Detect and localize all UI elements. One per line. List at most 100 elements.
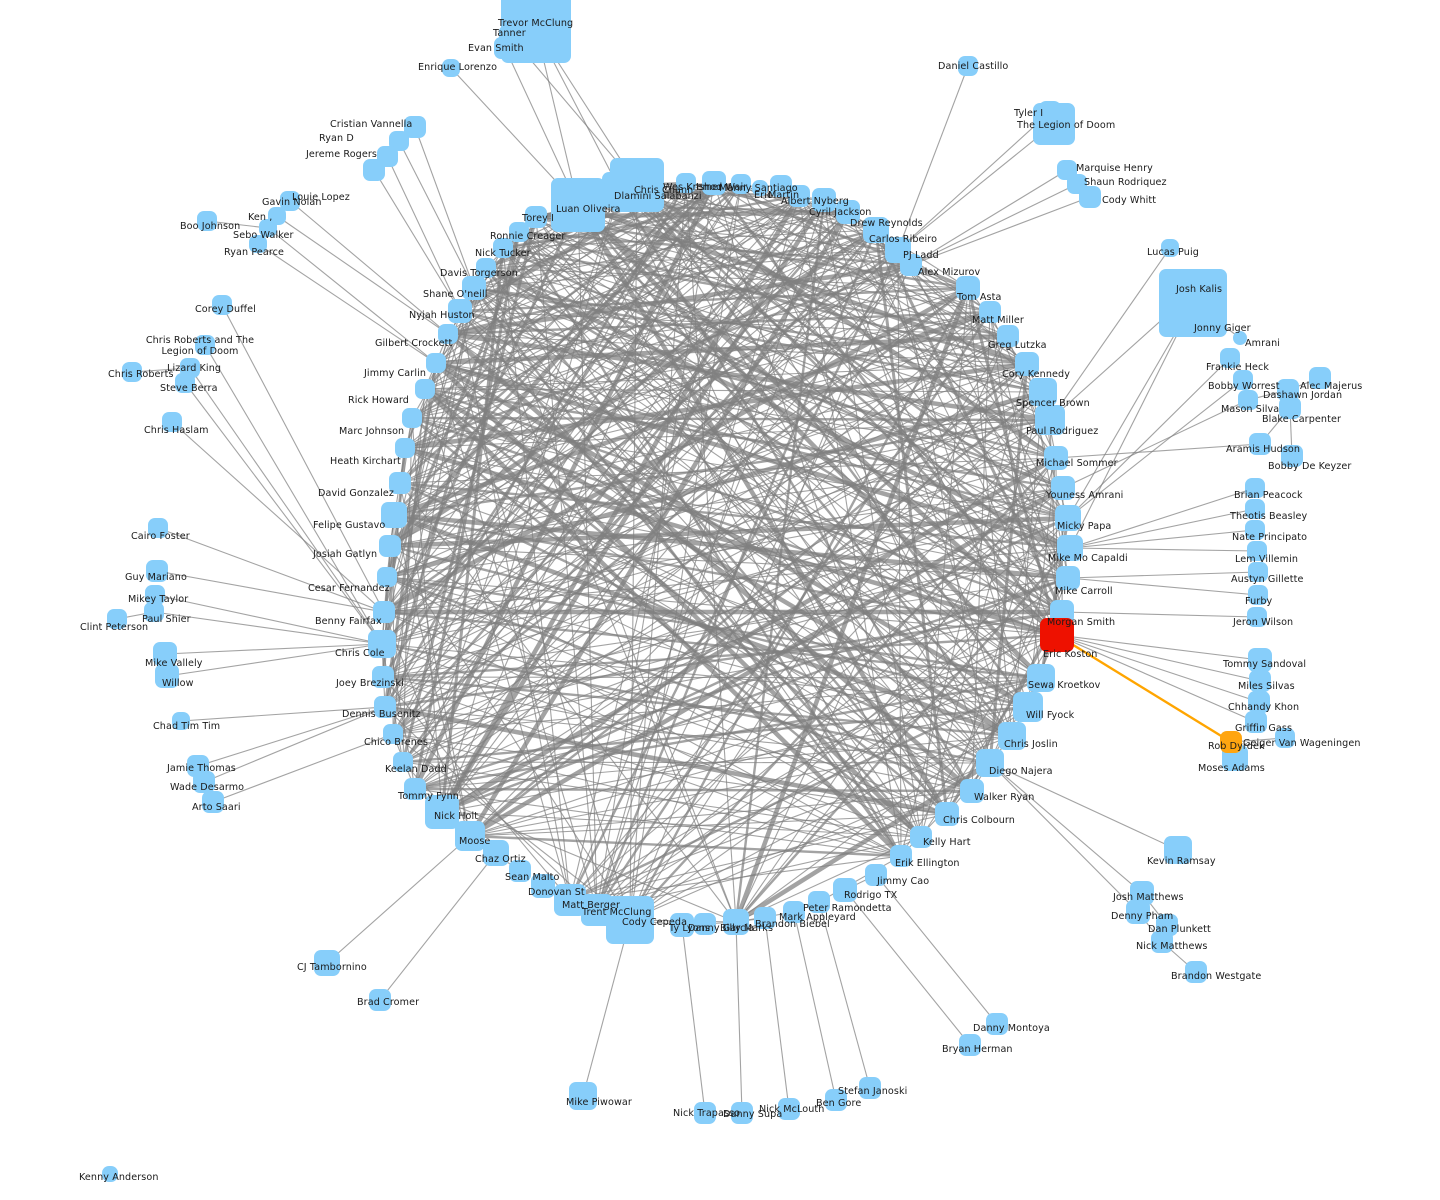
graph-node[interactable] (752, 180, 768, 196)
graph-node[interactable] (1029, 378, 1057, 406)
graph-node[interactable] (602, 172, 638, 208)
graph-node[interactable] (374, 696, 396, 718)
graph-node[interactable] (956, 276, 980, 300)
graph-node[interactable] (193, 771, 215, 793)
graph-node[interactable] (1035, 405, 1065, 435)
graph-node[interactable] (1277, 379, 1299, 401)
graph-node[interactable] (812, 188, 836, 212)
graph-node[interactable] (1027, 664, 1055, 692)
graph-node[interactable] (1040, 618, 1074, 652)
graph-node[interactable] (670, 913, 694, 937)
graph-node[interactable] (1248, 585, 1268, 605)
graph-node[interactable] (1057, 535, 1083, 561)
graph-node[interactable] (314, 950, 340, 976)
graph-node[interactable] (694, 913, 716, 935)
graph-node[interactable] (369, 989, 391, 1011)
graph-node[interactable] (455, 821, 485, 851)
graph-node[interactable] (1185, 961, 1207, 983)
graph-node[interactable] (426, 353, 446, 373)
graph-node[interactable] (1056, 566, 1080, 590)
graph-node[interactable] (197, 211, 217, 231)
graph-node[interactable] (788, 185, 810, 207)
graph-node[interactable] (373, 601, 395, 623)
graph-node[interactable] (381, 502, 407, 528)
graph-node[interactable] (833, 878, 857, 902)
graph-node[interactable] (825, 1089, 847, 1111)
graph-node[interactable] (153, 642, 177, 666)
graph-node[interactable] (1126, 900, 1150, 924)
graph-node[interactable] (1245, 499, 1265, 519)
graph-node[interactable] (1156, 914, 1178, 936)
graph-node[interactable] (145, 585, 165, 605)
graph-node[interactable] (1051, 476, 1075, 500)
graph-node[interactable] (986, 1013, 1008, 1035)
graph-node[interactable] (1248, 562, 1268, 582)
graph-node[interactable] (404, 116, 426, 138)
graph-node[interactable] (402, 408, 422, 428)
graph-node[interactable] (1245, 520, 1265, 540)
graph-node[interactable] (162, 412, 182, 432)
graph-node[interactable] (1015, 352, 1039, 376)
graph-node[interactable] (404, 778, 426, 800)
graph-node[interactable] (554, 884, 586, 916)
graph-node[interactable] (363, 159, 385, 181)
graph-node[interactable] (1249, 670, 1271, 692)
graph-node[interactable] (102, 1166, 118, 1182)
graph-node[interactable] (172, 712, 190, 730)
graph-node[interactable] (979, 301, 1001, 323)
graph-node[interactable] (1309, 367, 1331, 389)
graph-node[interactable] (731, 1102, 753, 1124)
graph-node[interactable] (1233, 370, 1253, 390)
graph-node[interactable] (122, 362, 142, 382)
graph-node[interactable] (1249, 433, 1271, 455)
graph-node[interactable] (259, 219, 277, 237)
graph-node[interactable] (1279, 397, 1301, 419)
graph-node[interactable] (1159, 269, 1227, 337)
graph-node[interactable] (148, 518, 168, 538)
graph-node[interactable] (1013, 692, 1043, 722)
graph-node[interactable] (368, 630, 396, 658)
graph-node[interactable] (754, 907, 776, 929)
graph-node[interactable] (1164, 836, 1192, 864)
graph-node[interactable] (249, 235, 267, 253)
graph-node[interactable] (865, 864, 887, 886)
graph-node[interactable] (442, 59, 460, 77)
graph-node[interactable] (836, 200, 860, 224)
graph-node[interactable] (1275, 728, 1295, 748)
graph-node[interactable] (551, 178, 605, 232)
graph-node[interactable] (1238, 390, 1258, 410)
graph-node[interactable] (863, 217, 889, 243)
graph-node[interactable] (808, 891, 830, 913)
graph-node[interactable] (509, 222, 529, 242)
graph-node[interactable] (976, 749, 1004, 777)
graph-node[interactable] (958, 56, 978, 76)
graph-node[interactable] (1281, 445, 1303, 467)
graph-node[interactable] (960, 779, 984, 803)
graph-node[interactable] (425, 795, 459, 829)
graph-node[interactable] (606, 896, 654, 944)
graph-node[interactable] (569, 1082, 597, 1110)
graph-node[interactable] (212, 295, 232, 315)
graph-node[interactable] (377, 567, 397, 587)
graph-node[interactable] (493, 238, 513, 258)
graph-node[interactable] (1245, 478, 1265, 498)
graph-node[interactable] (462, 276, 486, 300)
graph-node[interactable] (476, 258, 496, 278)
graph-node[interactable] (783, 901, 805, 923)
graph-node[interactable] (389, 472, 411, 494)
graph-node[interactable] (448, 299, 472, 323)
graph-node[interactable] (1220, 348, 1240, 368)
graph-node[interactable] (1055, 505, 1081, 531)
graph-node[interactable] (372, 666, 394, 688)
graph-node[interactable] (1161, 239, 1179, 257)
graph-node[interactable] (415, 379, 435, 399)
graph-node[interactable] (1220, 731, 1242, 753)
graph-node[interactable] (280, 191, 300, 211)
graph-node[interactable] (202, 791, 224, 813)
graph-node[interactable] (1245, 711, 1267, 733)
graph-node[interactable] (859, 1077, 881, 1099)
graph-node[interactable] (676, 173, 696, 193)
graph-node[interactable] (778, 1098, 800, 1120)
graph-node[interactable] (694, 1102, 716, 1124)
graph-node[interactable] (1033, 103, 1075, 145)
